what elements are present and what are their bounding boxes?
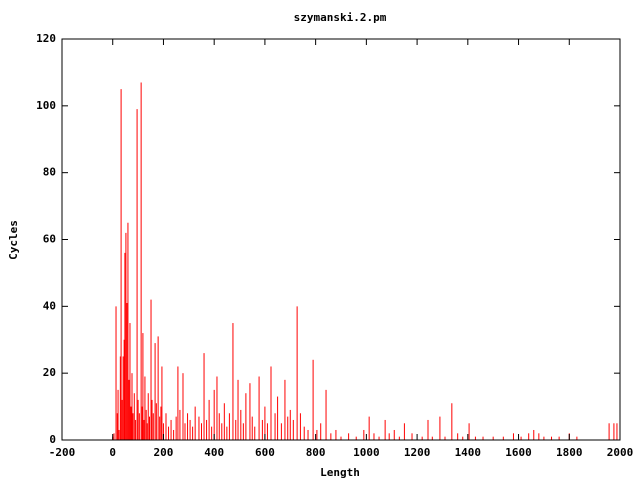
x-tick-label: 200 bbox=[154, 446, 174, 459]
x-tick-label: 1400 bbox=[455, 446, 482, 459]
y-tick-label: 100 bbox=[36, 99, 56, 112]
x-tick-label: -200 bbox=[49, 446, 76, 459]
y-axis-label: Cycles bbox=[7, 220, 20, 260]
y-tick-label: 120 bbox=[36, 32, 56, 45]
y-tick-label: 80 bbox=[43, 166, 56, 179]
x-tick-label: 2000 bbox=[607, 446, 634, 459]
y-tick-label: 60 bbox=[43, 233, 56, 246]
y-tick-label: 40 bbox=[43, 299, 56, 312]
chart-title: szymanski.2.pm bbox=[294, 11, 387, 24]
x-tick-label: 600 bbox=[255, 446, 275, 459]
x-tick-label: 400 bbox=[204, 446, 224, 459]
x-tick-label: 1000 bbox=[353, 446, 380, 459]
x-tick-label: 1200 bbox=[404, 446, 431, 459]
x-tick-label: 1800 bbox=[556, 446, 583, 459]
x-axis-label: Length bbox=[320, 466, 360, 479]
y-tick-label: 20 bbox=[43, 366, 56, 379]
impulses bbox=[112, 82, 618, 440]
x-tick-label: 800 bbox=[306, 446, 326, 459]
plot-border bbox=[61, 38, 621, 441]
y-tick-label: 0 bbox=[49, 433, 56, 446]
x-tick-label: 1600 bbox=[505, 446, 532, 459]
x-tick-label: 0 bbox=[109, 446, 116, 459]
